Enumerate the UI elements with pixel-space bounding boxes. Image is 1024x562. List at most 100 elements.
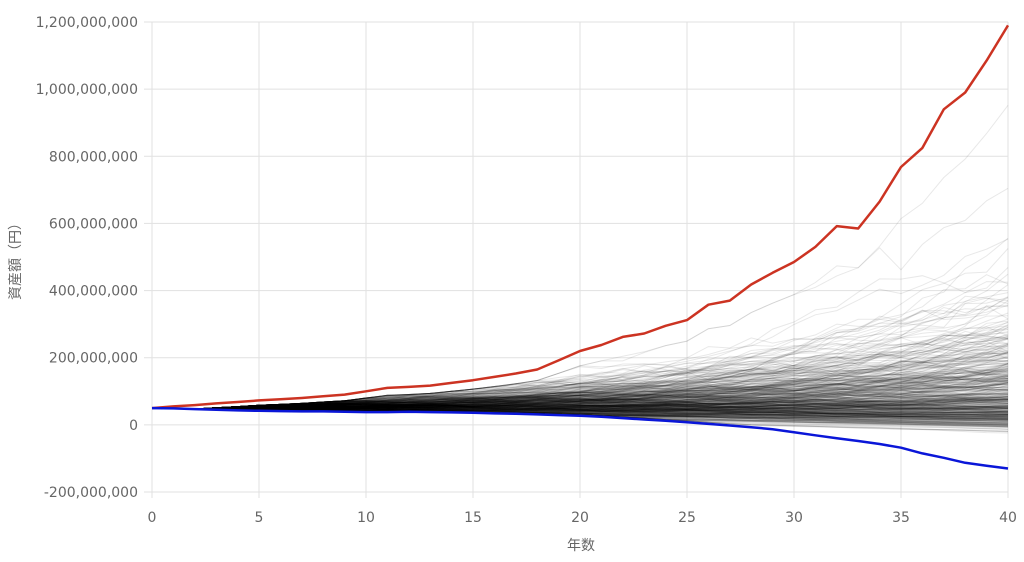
simulation-path: [151, 389, 1009, 410]
simulation-path: [151, 407, 1009, 417]
simulation-path: [151, 324, 1009, 410]
simulation-path: [151, 407, 1009, 415]
simulation-path: [151, 343, 1009, 410]
simulation-path: [151, 387, 1009, 410]
simulation-path: [151, 360, 1009, 410]
simulation-path: [151, 295, 1009, 410]
simulation-path: [151, 391, 1009, 411]
simulation-path: [151, 392, 1009, 410]
simulation-path: [151, 403, 1009, 414]
simulation-path: [151, 401, 1009, 413]
simulation-path: [151, 407, 1008, 413]
simulation-path: [151, 327, 1009, 410]
simulation-path: [151, 365, 1009, 410]
simulation-path: [151, 338, 1009, 410]
simulation-path: [151, 340, 1009, 410]
highlight-series: [151, 24, 1010, 470]
simulation-path: [151, 407, 1009, 414]
simulation-path: [151, 382, 1009, 412]
simulation-path: [151, 393, 1009, 410]
simulation-path: [151, 407, 1009, 428]
simulation-path: [151, 404, 1009, 421]
simulation-path: [151, 377, 1009, 410]
simulation-path: [151, 405, 1009, 418]
simulation-path: [151, 403, 1009, 419]
simulation-path: [151, 375, 1009, 410]
simulation-path: [151, 406, 1008, 420]
simulation-path: [151, 388, 1009, 410]
simulation-path: [151, 296, 1009, 410]
simulation-path: [151, 394, 1009, 410]
simulation-path: [151, 406, 1009, 420]
simulation-path: [151, 370, 1009, 411]
simulation-path: [151, 383, 1009, 410]
simulation-path: [151, 355, 1009, 410]
simulation-path: [151, 380, 1009, 410]
simulation-path: [151, 326, 1009, 411]
simulation-path: [151, 322, 1009, 410]
simulation-path: [151, 401, 1009, 412]
simulation-path: [151, 363, 1009, 410]
simulation-path: [151, 393, 1009, 410]
simulation-path: [151, 401, 1009, 410]
simulation-path: [151, 407, 1009, 419]
simulation-path: [151, 284, 1009, 410]
simulation-path: [151, 305, 1009, 410]
simulation-path: [151, 381, 1009, 410]
simulation-path: [151, 238, 1009, 410]
simulation-path: [151, 406, 1009, 416]
simulation-path: [151, 315, 1009, 410]
y-tick-label: 400,000,000: [49, 284, 138, 300]
simulation-path: [151, 407, 1009, 420]
simulation-path: [151, 368, 1009, 410]
simulation-path: [151, 403, 1009, 413]
y-tick-label: 1,000,000,000: [36, 82, 138, 98]
simulation-path: [151, 394, 1009, 410]
simulation-path: [151, 296, 1009, 410]
simulation-path: [151, 350, 1009, 410]
simulation-path: [151, 397, 1009, 411]
simulation-path: [151, 389, 1009, 410]
simulation-path: [151, 407, 1009, 422]
simulation-path: [151, 405, 1009, 414]
simulation-path: [151, 363, 1009, 410]
simulation-path: [151, 383, 1009, 411]
simulation-path: [151, 354, 1009, 410]
simulation-path: [151, 398, 1009, 412]
simulation-path: [151, 395, 1009, 413]
simulation-path: [151, 304, 1009, 410]
simulation-path: [151, 367, 1009, 410]
simulation-path: [151, 393, 1009, 411]
simulation-path: [151, 396, 1009, 411]
simulation-path: [151, 274, 1009, 410]
simulation-path: [151, 407, 1009, 421]
simulation-path: [151, 368, 1009, 410]
simulation-path: [151, 387, 1009, 410]
simulation-path: [151, 379, 1009, 410]
simulation-path: [151, 402, 1009, 414]
simulation-path: [151, 400, 1009, 414]
simulation-path: [151, 385, 1009, 410]
simulation-path: [151, 403, 1009, 412]
simulation-path: [151, 388, 1009, 411]
simulation-path: [151, 305, 1009, 410]
simulation-path: [151, 374, 1009, 410]
simulation-path: [151, 330, 1009, 410]
simulation-path: [151, 404, 1009, 417]
simulation-path: [151, 370, 1009, 410]
simulation-path: [151, 392, 1009, 410]
y-tick-label: 0: [129, 418, 138, 434]
simulation-path: [151, 407, 1009, 417]
simulation-path: [151, 318, 1009, 410]
simulation-path: [151, 399, 1008, 413]
simulation-path: [151, 402, 1009, 414]
simulation-path: [151, 406, 1009, 420]
x-tick-label: 40: [999, 510, 1017, 526]
simulation-path: [151, 382, 1009, 410]
simulation-path: [151, 367, 1009, 410]
simulation-path: [151, 405, 1009, 417]
simulation-path: [151, 405, 1009, 412]
simulation-path: [151, 403, 1009, 411]
x-tick-label: 35: [892, 510, 910, 526]
simulation-path: [151, 365, 1009, 410]
